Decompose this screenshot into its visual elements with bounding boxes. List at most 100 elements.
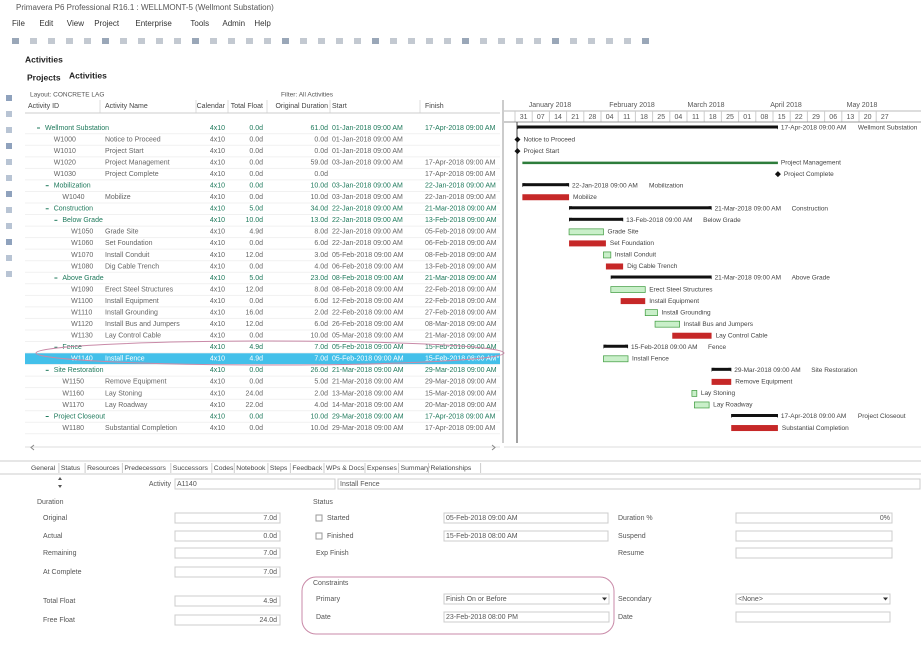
selected-row[interactable] — [25, 353, 500, 365]
wbs-name[interactable]: Construction — [54, 206, 93, 213]
wbs-name[interactable]: Wellmont Substation — [45, 125, 109, 132]
activity-id[interactable]: W1080 — [71, 263, 93, 270]
activity-id[interactable]: W1060 — [71, 240, 93, 247]
activity-id[interactable]: W1050 — [71, 229, 93, 236]
menu-item[interactable]: Edit — [39, 19, 54, 28]
activity-id[interactable]: W1030 — [54, 171, 76, 178]
activity-name[interactable]: Erect Steel Structures — [105, 286, 174, 293]
detail-tab[interactable]: Status — [61, 465, 81, 472]
toolbar-icon[interactable] — [156, 38, 163, 44]
activity-id[interactable]: W1130 — [71, 333, 93, 340]
scroll-arrow[interactable] — [30, 444, 35, 451]
date-field[interactable] — [443, 611, 610, 623]
nav-tab[interactable]: Activities — [69, 70, 107, 80]
menu-item[interactable]: Enterprise — [135, 19, 172, 28]
activity-name[interactable]: Grade Site — [105, 229, 139, 236]
toolbar-icon[interactable] — [174, 38, 181, 44]
activity-id[interactable]: W1150 — [62, 379, 84, 386]
text-field[interactable] — [174, 595, 281, 607]
activity-id[interactable]: W1180 — [62, 425, 84, 432]
menu-item[interactable]: Help — [254, 19, 271, 28]
activity-name[interactable]: Lay Stoning — [105, 390, 142, 397]
text-field[interactable] — [174, 512, 281, 524]
date-field[interactable] — [443, 512, 609, 524]
wbs-name[interactable]: Below Grade — [62, 217, 103, 224]
wbs-name[interactable]: Site Restoration — [54, 367, 104, 374]
toolbar-icon[interactable] — [318, 38, 325, 44]
nav-tab[interactable]: Projects — [27, 72, 61, 82]
side-icon[interactable] — [6, 95, 12, 101]
side-icon[interactable] — [6, 159, 12, 165]
detail-tab[interactable]: Predecessors — [124, 465, 166, 472]
detail-tab[interactable]: Steps — [270, 465, 288, 472]
wbs-name[interactable]: Mobilization — [54, 183, 91, 190]
toolbar-icon[interactable] — [66, 38, 73, 44]
side-icon[interactable] — [6, 143, 12, 149]
menu-item[interactable]: Admin — [222, 19, 245, 28]
activity-id[interactable]: W1040 — [62, 194, 84, 201]
side-icon[interactable] — [6, 271, 12, 277]
toolbar-icon[interactable] — [210, 38, 217, 44]
column-header[interactable]: Finish — [425, 103, 444, 110]
toolbar-icon[interactable] — [12, 38, 19, 44]
toolbar-icon[interactable] — [84, 38, 91, 44]
side-icon[interactable] — [6, 239, 12, 245]
activity-name[interactable]: Dig Cable Trench — [105, 263, 159, 270]
detail-tab[interactable]: Successors — [173, 465, 209, 472]
toolbar-icon[interactable] — [642, 38, 649, 44]
checkbox[interactable] — [315, 514, 323, 522]
text-field[interactable] — [174, 547, 281, 559]
activity-name[interactable]: Install Grounding — [105, 309, 158, 316]
menu-item[interactable]: File — [12, 19, 25, 28]
activity-name[interactable]: Set Foundation — [105, 240, 153, 247]
wbs-name[interactable]: Project Closeout — [54, 413, 105, 420]
activity-name[interactable]: Install Equipment — [105, 298, 159, 305]
activity-id[interactable]: W1160 — [62, 390, 84, 397]
detail-tab[interactable]: Relationships — [431, 465, 472, 472]
activity-id[interactable]: W1010 — [54, 148, 76, 155]
text-field[interactable] — [174, 530, 281, 542]
toolbar-icon[interactable] — [372, 38, 379, 44]
activity-id[interactable]: W1120 — [71, 321, 93, 328]
activity-name[interactable]: Project Management — [105, 159, 170, 166]
activity-name[interactable]: Project Complete — [105, 171, 159, 178]
activity-id[interactable]: W1140 — [71, 356, 93, 363]
activity-name[interactable]: Remove Equipment — [105, 379, 167, 386]
checkbox[interactable] — [315, 532, 323, 540]
toolbar-icon[interactable] — [606, 38, 613, 44]
toolbar-icon[interactable] — [300, 38, 307, 44]
toolbar-icon[interactable] — [426, 38, 433, 44]
column-header[interactable]: Start — [332, 103, 347, 110]
toolbar-icon[interactable] — [354, 38, 361, 44]
dropdown[interactable] — [735, 593, 891, 605]
dropdown[interactable] — [443, 593, 610, 605]
activity-name[interactable]: Install Fence — [105, 356, 145, 363]
activity-name[interactable]: Mobilize — [105, 194, 131, 201]
text-field[interactable] — [337, 478, 921, 490]
toolbar-icon[interactable] — [48, 38, 55, 44]
toolbar-icon[interactable] — [264, 38, 271, 44]
side-icon[interactable] — [6, 223, 12, 229]
side-icon[interactable] — [6, 127, 12, 133]
toolbar-icon[interactable] — [552, 38, 559, 44]
toolbar-icon[interactable] — [30, 38, 37, 44]
menu-item[interactable]: Project — [94, 19, 120, 28]
detail-tab[interactable]: Feedback — [292, 465, 322, 472]
toolbar-icon[interactable] — [228, 38, 235, 44]
detail-tab[interactable]: WPs & Docs — [326, 465, 365, 472]
column-header[interactable]: Calendar — [197, 103, 226, 110]
detail-tab[interactable]: Summary — [401, 465, 431, 472]
activity-id[interactable]: W1090 — [71, 286, 93, 293]
activity-id[interactable]: W1070 — [71, 252, 93, 259]
activity-id[interactable]: W1170 — [62, 402, 84, 409]
dropdown-arrow[interactable] — [602, 597, 607, 601]
text-field[interactable] — [735, 512, 893, 524]
toolbar-icon[interactable] — [534, 38, 541, 44]
activity-name[interactable]: Project Start — [105, 148, 144, 155]
detail-tab[interactable]: General — [31, 465, 56, 472]
text-field[interactable] — [174, 614, 281, 626]
activity-name[interactable]: Install Conduit — [105, 252, 149, 259]
toolbar-icon[interactable] — [516, 38, 523, 44]
dropdown-arrow[interactable] — [883, 597, 888, 601]
toolbar-icon[interactable] — [336, 38, 343, 44]
